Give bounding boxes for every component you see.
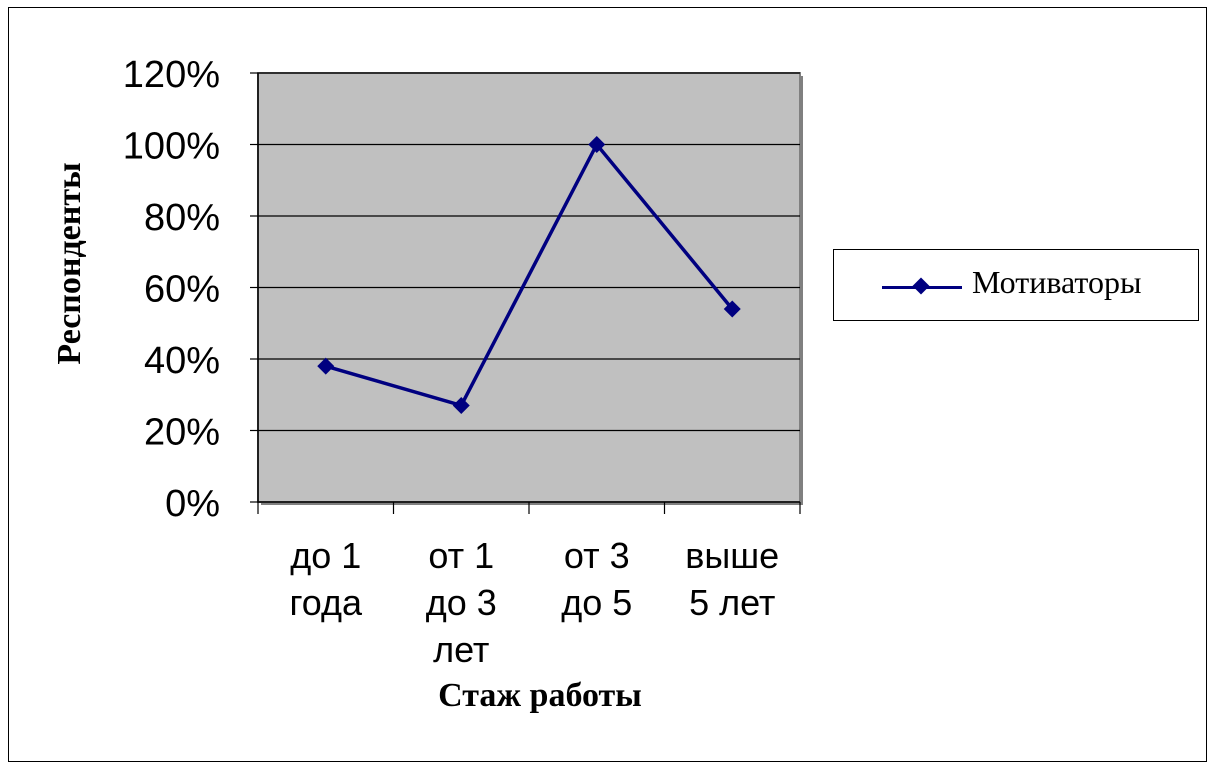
y-tick-label: 80% [144, 197, 220, 239]
x-tick-label: выше 5 лет [685, 535, 779, 623]
legend: Мотиваторы [833, 249, 1199, 321]
x-tick-label: до 1 года [289, 535, 363, 623]
series-line [325, 141, 734, 408]
data-point-marker [452, 396, 470, 414]
y-tick-label: 0% [165, 483, 220, 525]
x-tick-label: от 1 до 3 лет [426, 535, 497, 670]
y-axis-title: Респонденты [51, 162, 88, 364]
x-tick-label: от 3 до 5 [561, 535, 632, 623]
y-tick-label: 40% [144, 340, 220, 382]
y-tick-label: 100% [123, 126, 220, 168]
data-point-marker [723, 300, 741, 318]
legend-label: Мотиваторы [972, 264, 1142, 300]
y-tick-label: 60% [144, 269, 220, 311]
data-point-marker [317, 357, 335, 375]
legend-diamond-marker [912, 277, 930, 295]
y-tick-label: 120% [123, 54, 220, 96]
data-point-marker [588, 136, 606, 153]
y-tick-label: 20% [144, 412, 220, 454]
x-axis-title: Стаж работы [438, 677, 642, 714]
